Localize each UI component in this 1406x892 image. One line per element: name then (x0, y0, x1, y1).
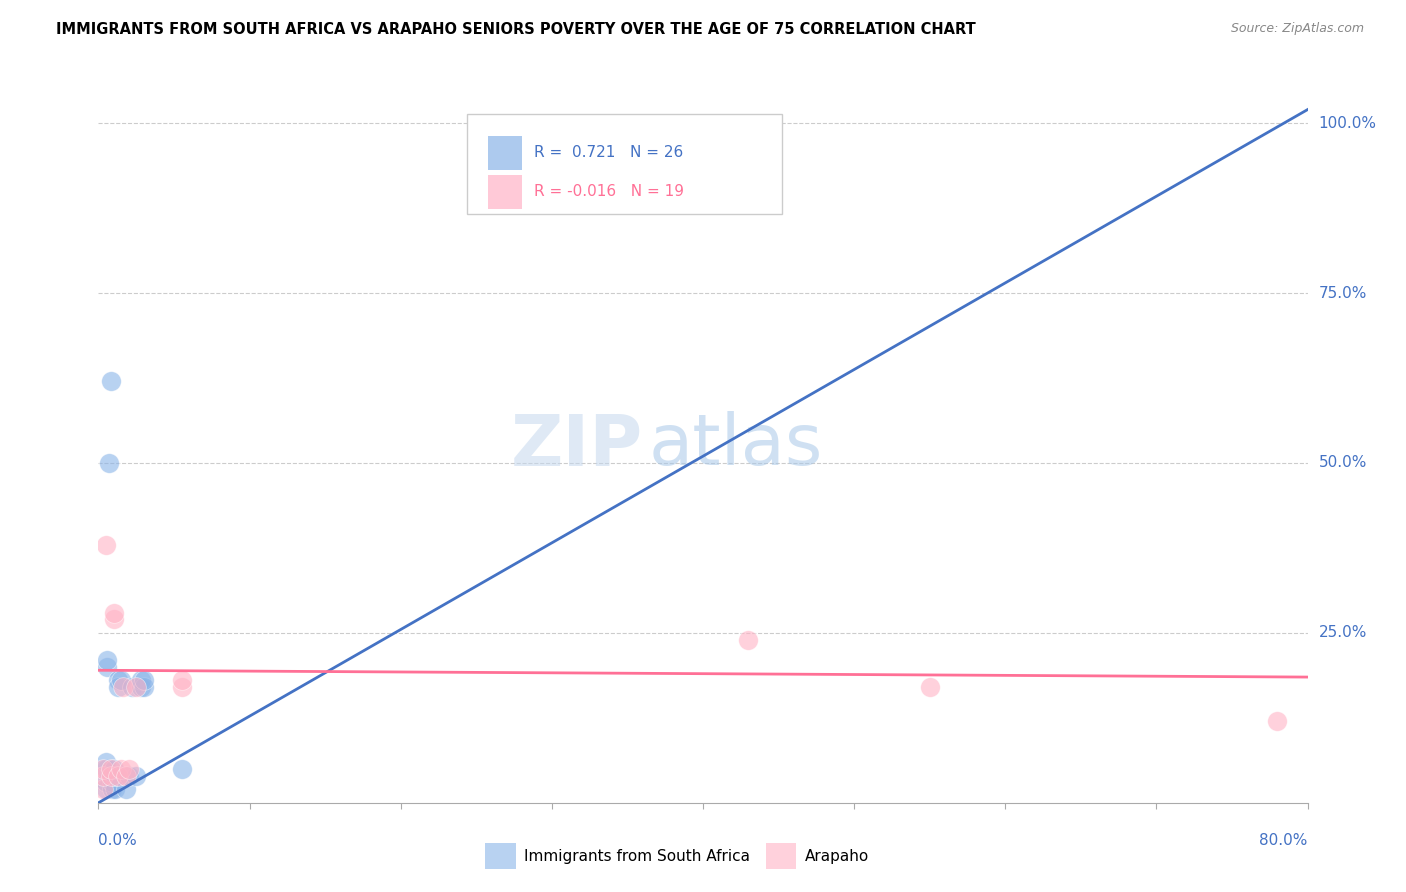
Point (91, 762, 114, 776)
Point (125, 769, 148, 783)
Point (132, 673, 155, 688)
Text: 80.0%: 80.0% (1260, 833, 1308, 848)
Point (114, 769, 136, 783)
Point (737, 632, 759, 647)
Point (170, 762, 193, 776)
FancyBboxPatch shape (488, 136, 522, 169)
Point (114, 782, 136, 797)
Point (118, 762, 141, 776)
Point (96, 660, 118, 674)
Text: ZIP: ZIP (510, 411, 643, 481)
Text: 100.0%: 100.0% (1319, 116, 1376, 131)
Point (94, 782, 117, 797)
Point (104, 782, 127, 797)
Text: 0.0%: 0.0% (98, 833, 138, 848)
Text: Source: ZipAtlas.com: Source: ZipAtlas.com (1230, 22, 1364, 36)
Text: IMMIGRANTS FROM SOUTH AFRICA VS ARAPAHO SENIORS POVERTY OVER THE AGE OF 75 CORRE: IMMIGRANTS FROM SOUTH AFRICA VS ARAPAHO … (56, 22, 976, 37)
Point (94, 755, 117, 769)
Point (125, 680, 148, 694)
Point (100, 769, 122, 783)
Point (104, 769, 127, 783)
Point (103, 612, 125, 626)
FancyBboxPatch shape (485, 844, 516, 869)
Point (132, 680, 155, 694)
Point (107, 769, 129, 783)
Point (91, 769, 114, 783)
Point (918, 680, 941, 694)
Point (129, 673, 152, 688)
Point (110, 673, 132, 688)
Point (100, 762, 122, 776)
Point (101, 782, 124, 797)
Text: R = -0.016   N = 19: R = -0.016 N = 19 (534, 184, 683, 199)
Point (91, 782, 114, 797)
Text: 25.0%: 25.0% (1319, 625, 1367, 640)
FancyBboxPatch shape (488, 175, 522, 209)
Point (110, 762, 132, 776)
Text: 75.0%: 75.0% (1319, 285, 1367, 301)
Point (100, 375, 122, 389)
Point (103, 606, 125, 620)
Point (129, 680, 152, 694)
Point (103, 762, 125, 776)
Point (94, 537, 117, 551)
Point (101, 775, 124, 789)
Point (170, 680, 193, 694)
Text: 50.0%: 50.0% (1319, 456, 1367, 470)
Point (170, 673, 193, 688)
Point (94, 775, 117, 789)
Text: R =  0.721   N = 26: R = 0.721 N = 26 (534, 145, 683, 161)
Point (111, 680, 134, 694)
Text: Immigrants from South Africa: Immigrants from South Africa (524, 849, 749, 863)
Point (94, 762, 117, 776)
Point (107, 680, 129, 694)
Point (107, 673, 129, 688)
Point (98, 456, 121, 470)
Point (121, 680, 143, 694)
FancyBboxPatch shape (467, 114, 782, 214)
Point (1265, 714, 1288, 729)
Text: Arapaho: Arapaho (804, 849, 869, 863)
Text: atlas: atlas (648, 411, 823, 481)
Point (96, 653, 118, 667)
FancyBboxPatch shape (766, 844, 796, 869)
Point (118, 769, 141, 783)
Point (103, 769, 125, 783)
